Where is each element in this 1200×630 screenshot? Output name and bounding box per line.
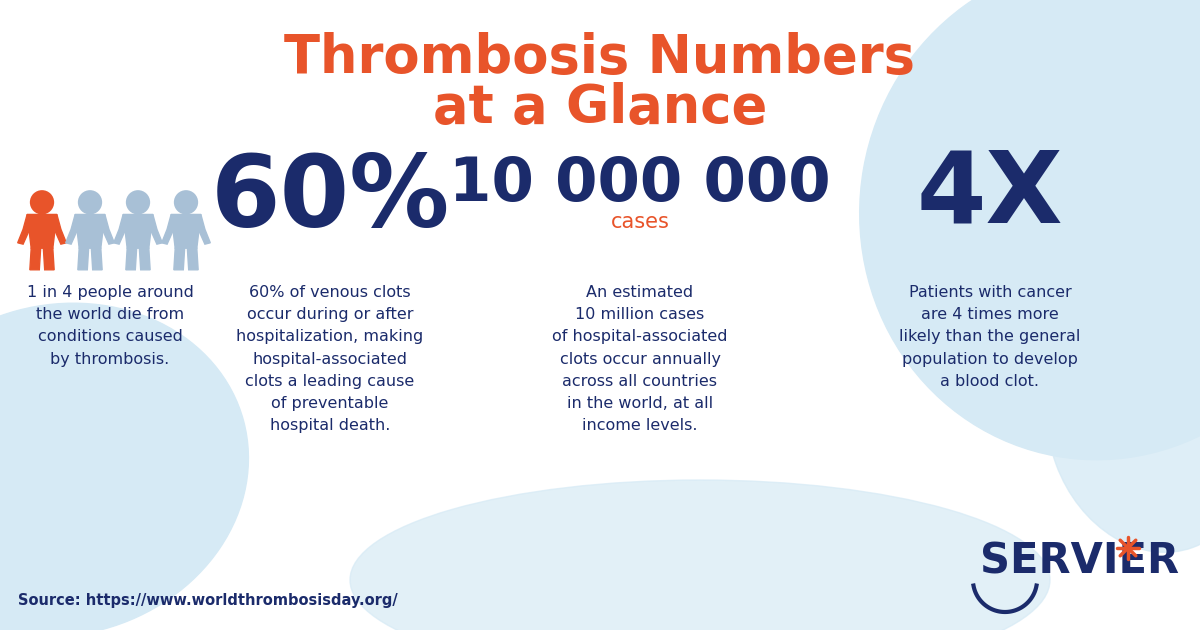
Polygon shape [126, 248, 137, 270]
Polygon shape [53, 214, 66, 244]
Polygon shape [18, 214, 31, 244]
Circle shape [126, 190, 150, 214]
Polygon shape [91, 248, 102, 270]
Text: Source: https://www.worldthrombosisday.org/: Source: https://www.worldthrombosisday.o… [18, 593, 397, 608]
Text: An estimated
10 million cases
of hospital-associated
clots occur annually
across: An estimated 10 million cases of hospita… [552, 285, 727, 433]
Circle shape [30, 190, 54, 214]
Text: 4X: 4X [917, 147, 1063, 244]
Text: Patients with cancer
are 4 times more
likely than the general
population to deve: Patients with cancer are 4 times more li… [899, 285, 1081, 389]
Polygon shape [124, 214, 152, 248]
Polygon shape [78, 248, 89, 270]
Polygon shape [149, 214, 162, 244]
Circle shape [174, 190, 198, 214]
Polygon shape [187, 248, 198, 270]
Polygon shape [114, 214, 127, 244]
Text: 60%: 60% [210, 151, 450, 248]
Polygon shape [30, 248, 41, 270]
Polygon shape [174, 248, 185, 270]
Polygon shape [197, 214, 210, 244]
Circle shape [78, 190, 102, 214]
Polygon shape [76, 214, 104, 248]
Ellipse shape [0, 303, 248, 630]
Ellipse shape [350, 480, 1050, 630]
Text: 1 in 4 people around
the world die from
conditions caused
by thrombosis.: 1 in 4 people around the world die from … [26, 285, 193, 367]
Text: 10 000 000: 10 000 000 [449, 156, 830, 214]
Text: SERVIER: SERVIER [980, 541, 1180, 583]
Text: at a Glance: at a Glance [433, 82, 767, 134]
Polygon shape [43, 248, 54, 270]
Text: Thrombosis Numbers: Thrombosis Numbers [284, 32, 916, 84]
Polygon shape [101, 214, 114, 244]
Ellipse shape [859, 0, 1200, 460]
Text: cases: cases [611, 212, 670, 232]
Polygon shape [28, 214, 56, 248]
Polygon shape [139, 248, 150, 270]
Polygon shape [66, 214, 79, 244]
Polygon shape [162, 214, 175, 244]
Ellipse shape [1046, 307, 1200, 553]
Text: 60% of venous clots
occur during or after
hospitalization, making
hospital-assoc: 60% of venous clots occur during or afte… [236, 285, 424, 433]
Polygon shape [172, 214, 200, 248]
